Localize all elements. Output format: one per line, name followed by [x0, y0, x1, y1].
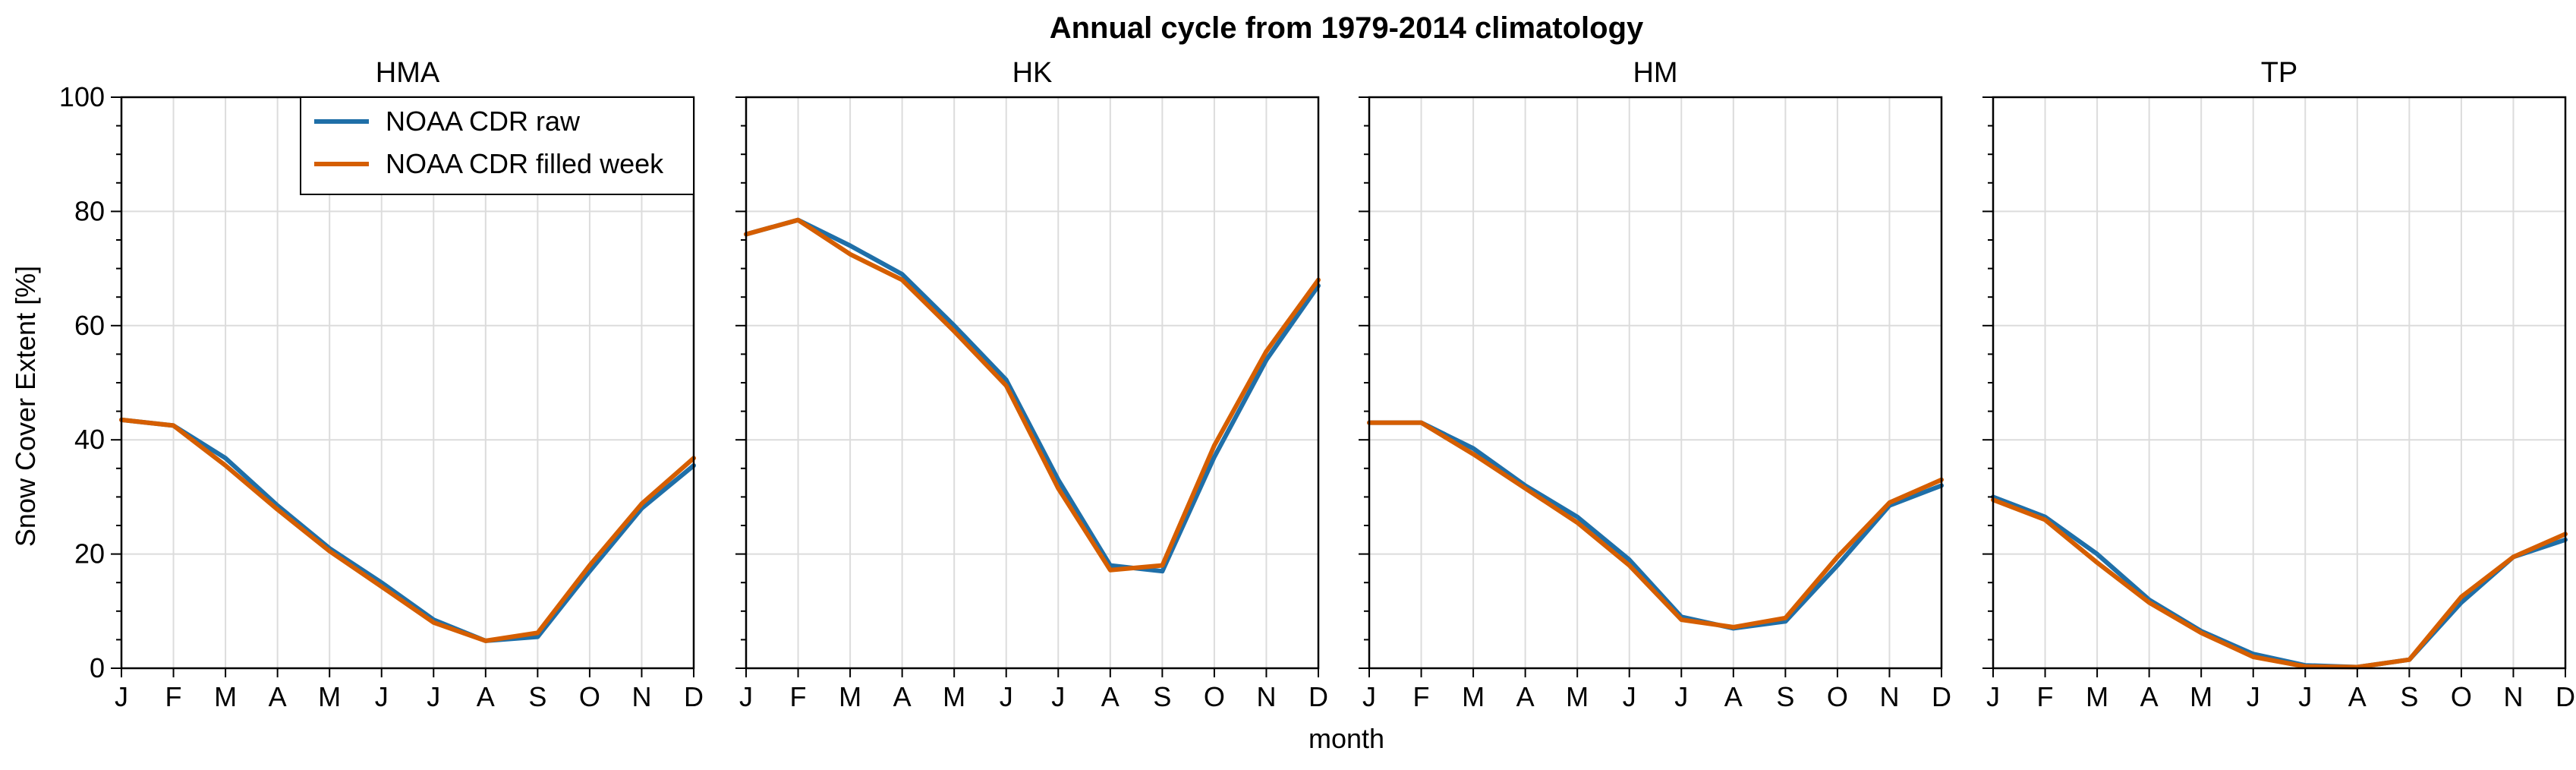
- x-tick-label: J: [2298, 681, 2312, 712]
- x-tick-label: S: [528, 681, 546, 712]
- x-tick-label: N: [1879, 681, 1899, 712]
- x-tick-label: J: [1000, 681, 1013, 712]
- x-tick-label: D: [1932, 681, 1951, 712]
- x-tick-label: J: [115, 681, 128, 712]
- panel-title: HMA: [376, 57, 440, 89]
- y-tick-label: 0: [90, 652, 105, 683]
- x-tick-label: O: [1204, 681, 1225, 712]
- y-tick-label: 100: [59, 81, 105, 112]
- x-tick-label: J: [1623, 681, 1636, 712]
- x-tick-label: A: [2348, 681, 2367, 712]
- x-tick-label: F: [790, 681, 807, 712]
- x-tick-label: F: [1413, 681, 1430, 712]
- x-axis-label: month: [1308, 723, 1384, 754]
- x-tick-label: M: [943, 681, 965, 712]
- x-tick-label: A: [1724, 681, 1743, 712]
- x-tick-label: A: [1101, 681, 1120, 712]
- x-tick-label: J: [1362, 681, 1376, 712]
- legend: NOAA CDR raw NOAA CDR filled week: [301, 97, 694, 194]
- y-axis-label: Snow Cover Extent [%]: [10, 266, 41, 547]
- x-tick-label: N: [2503, 681, 2523, 712]
- x-tick-label: F: [2037, 681, 2054, 712]
- x-tick-label: M: [1566, 681, 1589, 712]
- series-line-raw: [746, 220, 1318, 572]
- x-tick-label: S: [2400, 681, 2418, 712]
- panel-title: HK: [1012, 57, 1053, 89]
- y-tick-label: 40: [74, 424, 105, 455]
- x-tick-label: A: [1516, 681, 1535, 712]
- figure-title: Annual cycle from 1979-2014 climatology: [1050, 11, 1644, 45]
- x-tick-label: D: [2556, 681, 2575, 712]
- x-tick-label: M: [2190, 681, 2212, 712]
- x-tick-label: A: [2140, 681, 2159, 712]
- x-tick-label: J: [1051, 681, 1065, 712]
- x-tick-label: O: [1827, 681, 1848, 712]
- x-tick-label: J: [427, 681, 440, 712]
- panel-title: TP: [2261, 57, 2298, 89]
- x-tick-label: M: [839, 681, 861, 712]
- x-tick-label: S: [1776, 681, 1794, 712]
- panel-title: HM: [1633, 57, 1677, 89]
- y-tick-label: 80: [74, 195, 105, 226]
- series-line-filled-week: [1369, 423, 1941, 627]
- x-tick-label: D: [684, 681, 704, 712]
- x-tick-label: N: [631, 681, 651, 712]
- x-tick-label: S: [1153, 681, 1171, 712]
- x-tick-label: F: [165, 681, 182, 712]
- x-tick-label: M: [318, 681, 341, 712]
- y-tick-label: 20: [74, 538, 105, 570]
- x-tick-label: J: [1986, 681, 2000, 712]
- x-tick-label: N: [1256, 681, 1276, 712]
- x-tick-label: M: [214, 681, 237, 712]
- series-line-filled-week: [121, 420, 694, 641]
- x-tick-label: A: [269, 681, 287, 712]
- x-tick-label: J: [375, 681, 389, 712]
- x-tick-label: J: [1674, 681, 1688, 712]
- y-tick-label: 60: [74, 310, 105, 341]
- x-tick-label: A: [477, 681, 495, 712]
- series-line-filled-week: [746, 220, 1318, 570]
- x-tick-label: M: [2086, 681, 2108, 712]
- series-line-filled-week: [1993, 500, 2565, 667]
- legend-entry: NOAA CDR filled week: [386, 148, 664, 179]
- series-line-raw: [1369, 423, 1941, 629]
- x-tick-label: O: [579, 681, 600, 712]
- x-tick-label: J: [739, 681, 753, 712]
- x-tick-label: D: [1308, 681, 1328, 712]
- x-tick-label: M: [1462, 681, 1485, 712]
- plot-frame: [1369, 97, 1941, 668]
- x-tick-label: J: [2247, 681, 2260, 712]
- plot-frame: [746, 97, 1318, 668]
- x-tick-label: A: [893, 681, 912, 712]
- legend-entry: NOAA CDR raw: [386, 106, 581, 137]
- x-tick-label: O: [2451, 681, 2472, 712]
